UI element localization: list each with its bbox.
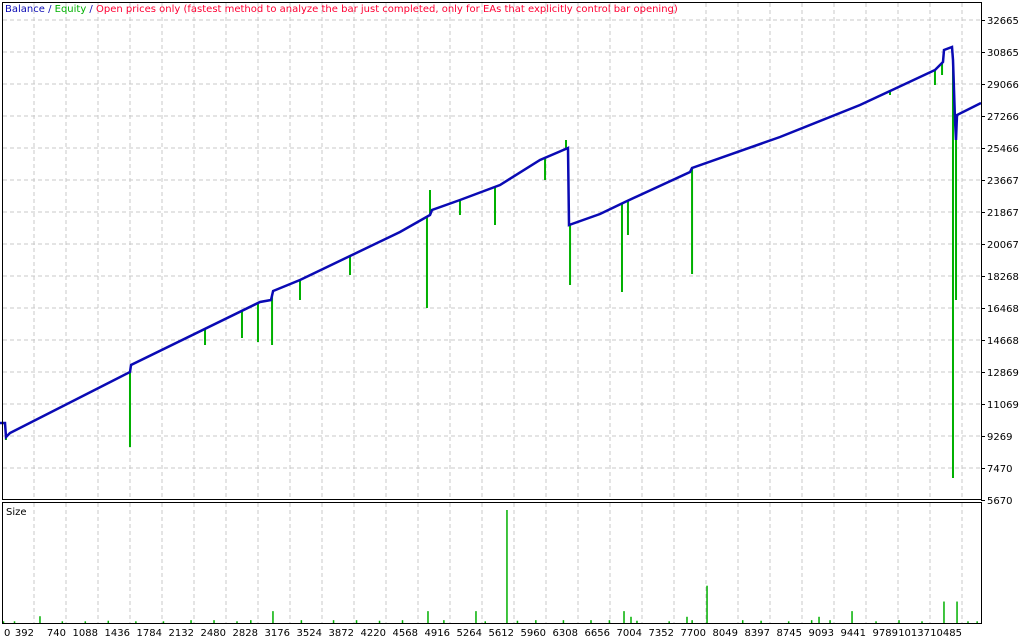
y-tick-label: 11069 [987, 400, 1019, 411]
y-tick-label: 25466 [987, 144, 1019, 155]
y-tick-label: 30865 [987, 48, 1019, 59]
size-gridlines [33, 503, 963, 623]
y-tick-label: 18268 [987, 272, 1019, 283]
size-panel-frame [2, 502, 982, 624]
legend-equity: Equity [55, 4, 87, 15]
y-tick-label: 12869 [987, 368, 1019, 379]
legend-balance: Balance [5, 4, 45, 15]
y-tick-label: 7470 [987, 464, 1012, 475]
x-tick-label: 0 [4, 628, 10, 639]
chart-legend: Balance / Equity / Open prices only (fas… [5, 4, 678, 15]
y-tick-label: 21867 [987, 208, 1019, 219]
y-tick-label: 9269 [987, 432, 1012, 443]
x-tick-label: 9441 [841, 628, 866, 639]
x-tick-label: 5264 [457, 628, 482, 639]
x-tick-label: 4220 [361, 628, 386, 639]
x-axis: 0 392 740 1088 1436 1784 2132 2480 2828 3176 3524 3… [4, 628, 962, 639]
x-tick-label: 392 [15, 628, 34, 639]
x-tick-label: 3524 [297, 628, 322, 639]
x-tick-label: 6656 [585, 628, 610, 639]
x-tick-label: 2132 [169, 628, 194, 639]
main-gridlines [3, 3, 981, 499]
x-tick-label: 5960 [521, 628, 546, 639]
y-tick-label: 14668 [987, 336, 1019, 347]
y-tick-label: 27266 [987, 112, 1019, 123]
balance-series [0, 45, 982, 440]
y-tick-label: 20067 [987, 240, 1019, 251]
legend-model: Open prices only (fastest method to anal… [96, 4, 678, 15]
y-tick-label: 23667 [987, 176, 1019, 187]
y-tick-label: 29066 [987, 80, 1019, 91]
x-tick-label: 7004 [617, 628, 642, 639]
legend-separator: / [45, 4, 55, 15]
x-tick-label: 8745 [777, 628, 802, 639]
y-axis: 32665 30865 29066 27266 25466 23667 21867 20067… [981, 16, 1019, 507]
size-bars [2, 510, 978, 623]
x-tick-label: 4568 [393, 628, 418, 639]
x-tick-label: 6308 [553, 628, 578, 639]
x-tick-label: 3176 [265, 628, 290, 639]
equity-series [4, 60, 958, 479]
x-tick-label: 8397 [745, 628, 770, 639]
x-tick-label: 2480 [201, 628, 226, 639]
main-panel-frame [2, 2, 982, 500]
x-tick-label: 10485 [930, 628, 962, 639]
x-tick-label: 3872 [329, 628, 354, 639]
x-tick-label: 10137 [898, 628, 930, 639]
x-tick-label: 4916 [425, 628, 450, 639]
x-tick-label: 1088 [73, 628, 98, 639]
size-panel-title: Size [6, 507, 27, 518]
x-tick-label: 1784 [137, 628, 162, 639]
x-tick-label: 5612 [489, 628, 514, 639]
x-tick-label: 2828 [233, 628, 258, 639]
x-tick-label: 9093 [809, 628, 834, 639]
balance-line [0, 45, 982, 440]
x-tick-label: 9789 [873, 628, 898, 639]
x-tick-label: 740 [47, 628, 66, 639]
x-tick-label: 8049 [713, 628, 738, 639]
x-tick-label: 7352 [649, 628, 674, 639]
x-tick-label: 1436 [105, 628, 130, 639]
y-tick-label: 16468 [987, 304, 1019, 315]
legend-separator: / [86, 4, 96, 15]
x-tick-label: 7700 [681, 628, 706, 639]
y-tick-label: 5670 [987, 496, 1012, 507]
y-tick-label: 32665 [987, 16, 1019, 27]
